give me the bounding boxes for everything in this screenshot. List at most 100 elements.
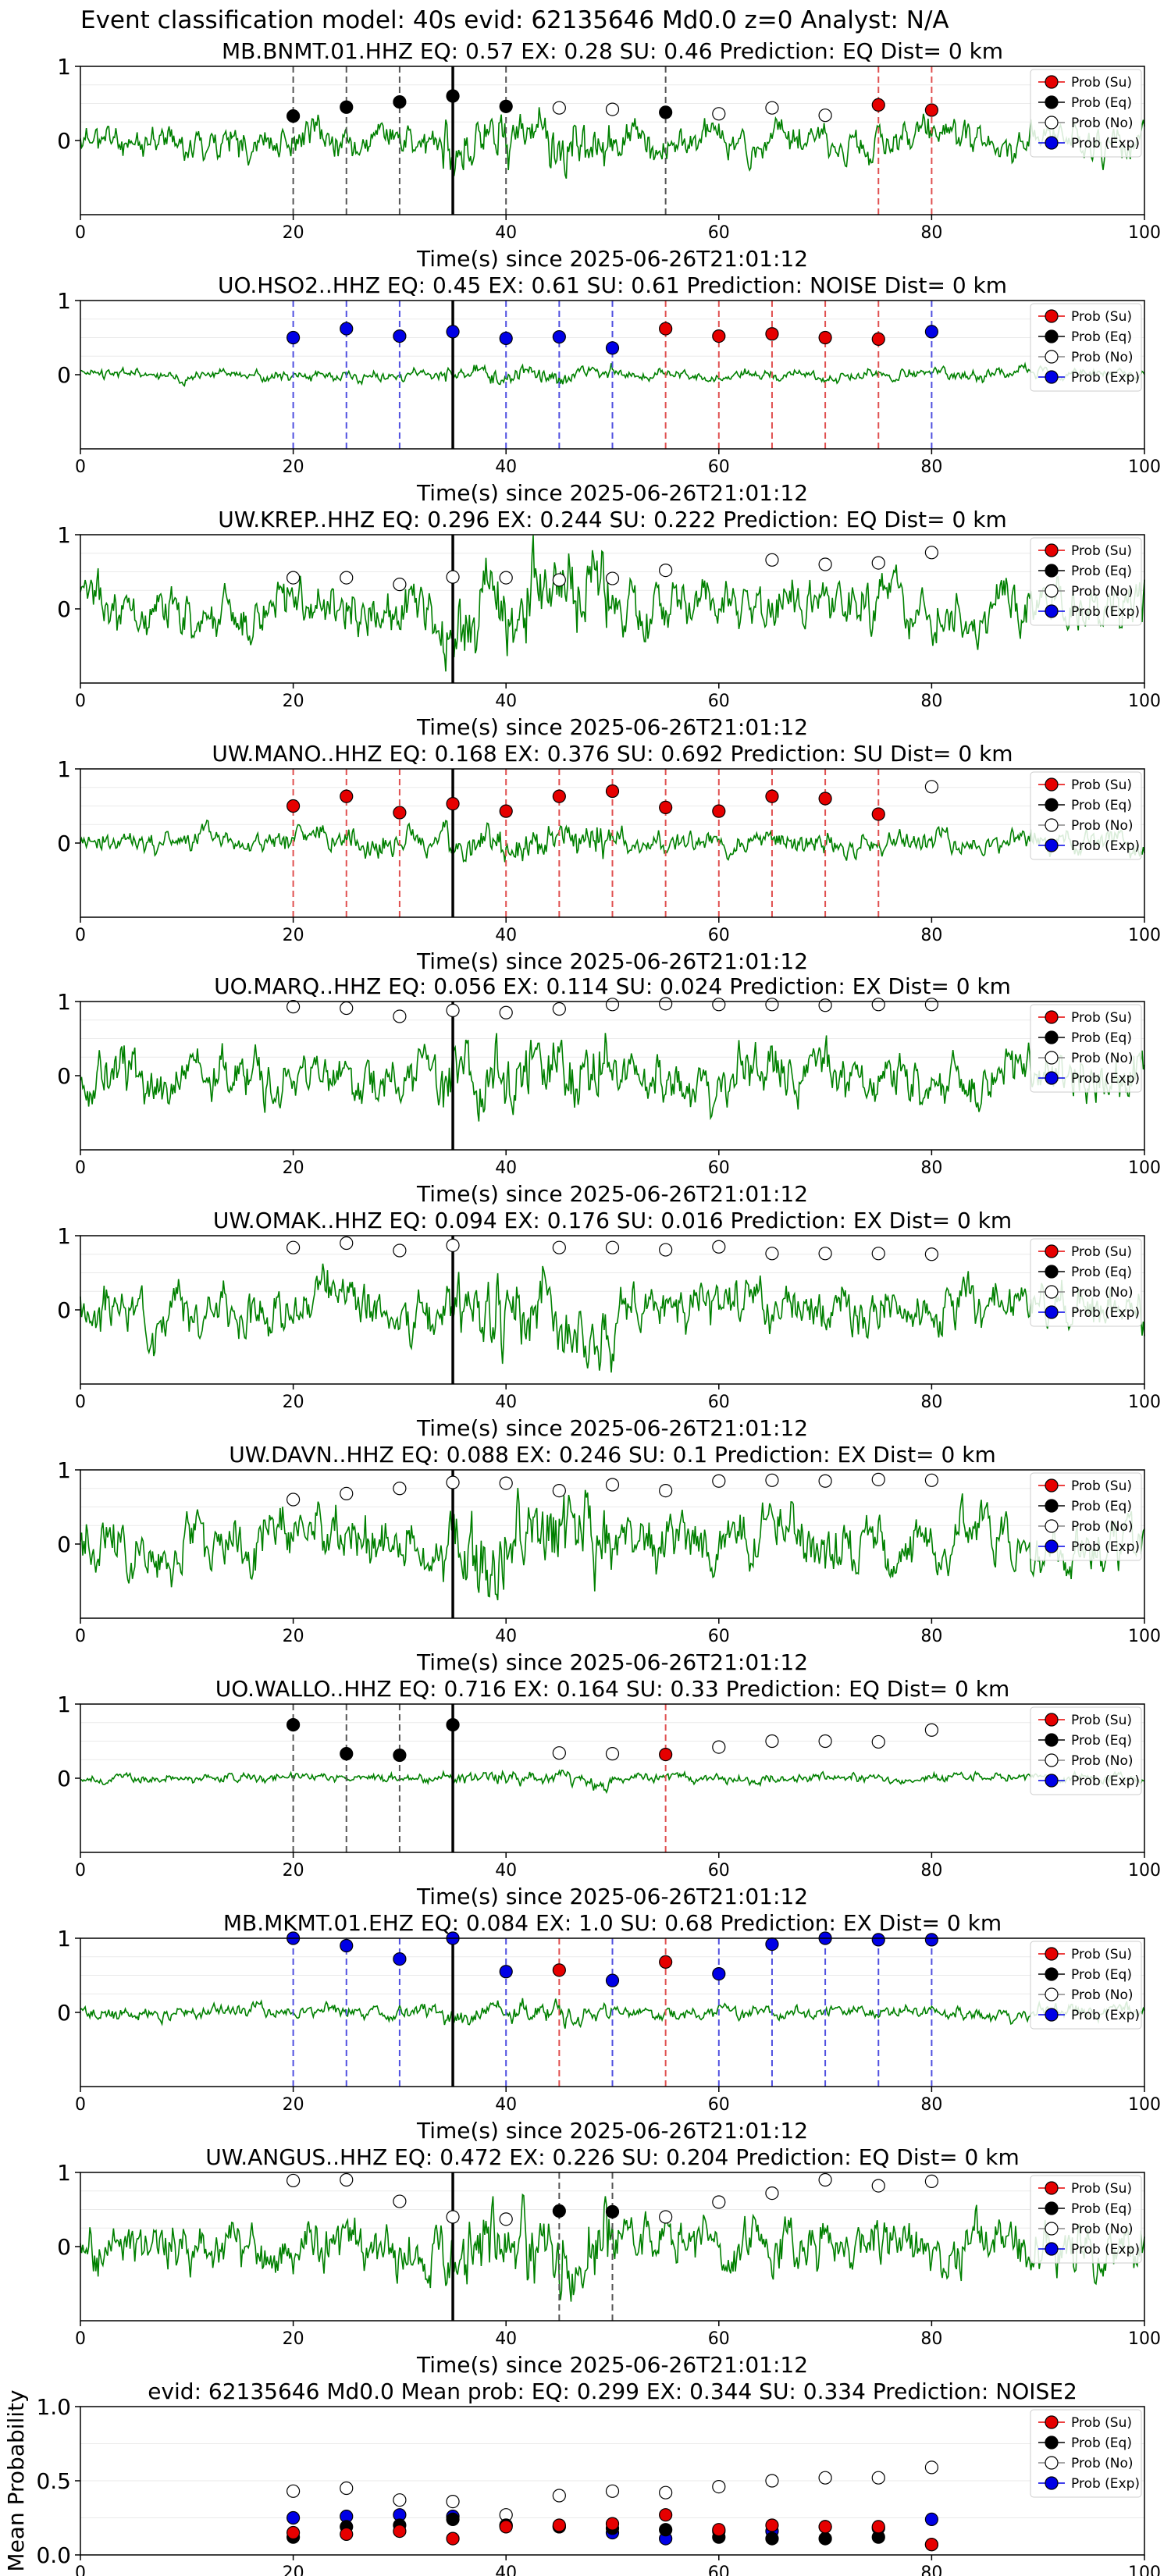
y-tick-label: 1 <box>57 1692 71 1717</box>
x-tick-label: 0 <box>75 926 86 945</box>
mean-prob-marker <box>446 2512 460 2526</box>
probability-marker <box>605 1478 620 1492</box>
probability-marker <box>871 1933 885 1947</box>
mean-prob-marker <box>765 2518 779 2532</box>
waveform-trace <box>80 107 1145 179</box>
legend-marker <box>1045 798 1059 812</box>
x-axis-label: Time(s) since 2025-06-26T21:01:12 <box>416 948 808 974</box>
probability-marker <box>765 1247 779 1261</box>
legend-box <box>1030 2409 1142 2498</box>
legend-label: Prob (No) <box>1071 1987 1134 2003</box>
x-tick-label: 80 <box>920 2329 942 2349</box>
x-axis-label: Time(s) since 2025-06-26T21:01:12 <box>416 2352 808 2378</box>
legend-label: Prob (No) <box>1071 2456 1134 2471</box>
probability-marker <box>499 2212 513 2226</box>
subplot-7: UW.DAVN..HHZ EQ: 0.088 EX: 0.246 SU: 0.1… <box>57 1442 1161 1675</box>
mean-prob-marker <box>924 2538 939 2552</box>
y-tick-label: 1 <box>57 522 71 548</box>
x-tick-label: 0 <box>75 1861 86 1880</box>
mean-prob-marker <box>340 2527 354 2541</box>
x-tick-label: 80 <box>920 692 942 711</box>
probability-marker <box>765 1473 779 1487</box>
probability-marker <box>924 103 939 117</box>
legend-label: Prob (No) <box>1071 584 1134 600</box>
probability-marker <box>871 98 885 112</box>
probability-marker <box>393 1482 407 1496</box>
probability-marker <box>765 101 779 115</box>
x-tick-label: 100 <box>1128 2564 1161 2576</box>
y-tick-label: 1 <box>57 756 71 782</box>
mean-prob-marker <box>287 2525 301 2540</box>
y-tick-label: 0 <box>57 362 71 388</box>
axes-frame <box>80 1469 1145 1619</box>
legend: Prob (Su) Prob (Eq) Prob (No) Prob (Exp) <box>1030 303 1142 392</box>
x-tick-label: 40 <box>495 926 517 945</box>
mean-prob-marker <box>765 2474 779 2488</box>
legend-marker <box>1045 370 1059 384</box>
probability-marker <box>765 553 779 567</box>
probability-marker <box>818 1474 832 1488</box>
subplot-11: evid: 62135646 Md0.0 Mean prob: EQ: 0.29… <box>3 2379 1161 2576</box>
legend-marker <box>1045 1305 1059 1319</box>
legend-marker <box>1045 543 1059 557</box>
x-axis-label: Time(s) since 2025-06-26T21:01:12 <box>416 480 808 506</box>
probability-marker <box>446 2210 460 2224</box>
x-axis-label: Time(s) since 2025-06-26T21:01:12 <box>416 246 808 272</box>
legend-label: Prob (Exp) <box>1071 370 1140 386</box>
probability-marker <box>446 89 460 103</box>
legend-label: Prob (No) <box>1071 1051 1134 1066</box>
x-tick-label: 20 <box>283 1627 304 1646</box>
x-tick-label: 100 <box>1128 2329 1161 2349</box>
y-tick-label: 0 <box>57 831 71 856</box>
probability-marker <box>552 1240 566 1254</box>
probability-marker <box>446 1718 460 1732</box>
legend-label: Prob (No) <box>1071 116 1134 131</box>
probability-marker <box>287 330 301 345</box>
x-tick-label: 60 <box>708 926 730 945</box>
probability-marker <box>712 329 726 343</box>
x-tick-label: 60 <box>708 1393 730 1412</box>
x-tick-label: 40 <box>495 2329 517 2349</box>
probability-marker <box>765 1937 779 1952</box>
legend: Prob (Su) Prob (Eq) Prob (No) Prob (Exp) <box>1030 69 1142 158</box>
subplot-title: UO.HSO2..HHZ EQ: 0.45 EX: 0.61 SU: 0.61 … <box>218 272 1007 298</box>
probability-marker <box>446 570 460 584</box>
probability-marker <box>818 330 832 345</box>
mean-prob-marker <box>605 2517 620 2531</box>
legend-marker <box>1045 1265 1059 1279</box>
legend: Prob (Su) Prob (Eq) Prob (No) Prob (Exp) <box>1030 1941 1142 2030</box>
x-tick-label: 40 <box>495 1627 517 1646</box>
probability-marker <box>924 780 939 794</box>
mean-prob-marker <box>818 2532 832 2546</box>
probability-marker <box>712 998 726 1012</box>
y-axis-label: Mean Probability <box>3 2389 29 2571</box>
probability-marker <box>499 804 513 818</box>
probability-marker <box>659 1243 673 1257</box>
probability-marker <box>818 792 832 806</box>
legend-label: Prob (Eq) <box>1071 2201 1132 2217</box>
x-tick-label: 40 <box>495 1158 517 1178</box>
probability-marker <box>605 571 620 585</box>
probability-marker <box>605 1747 620 1761</box>
probability-marker <box>287 109 301 123</box>
y-tick-label: 0.5 <box>36 2468 71 2494</box>
probability-marker <box>765 998 779 1012</box>
probability-marker <box>712 1740 726 1754</box>
x-tick-label: 20 <box>283 2329 304 2349</box>
legend-marker <box>1045 1987 1059 2001</box>
x-axis-label: Time(s) since 2025-06-26T21:01:12 <box>416 1181 808 1207</box>
legend-marker <box>1045 1519 1059 1533</box>
axes-frame <box>80 534 1145 684</box>
probability-marker <box>287 799 301 813</box>
legend-label: Prob (Exp) <box>1071 2476 1140 2492</box>
legend-marker <box>1045 116 1059 130</box>
x-tick-label: 0 <box>75 2564 86 2576</box>
legend-label: Prob (Exp) <box>1071 136 1140 151</box>
x-tick-label: 100 <box>1128 926 1161 945</box>
probability-marker <box>871 2179 885 2193</box>
probability-marker <box>552 1963 566 1977</box>
probability-marker <box>552 573 566 587</box>
subplot-title: MB.MKMT.01.EHZ EQ: 0.084 EX: 1.0 SU: 0.6… <box>223 1910 1002 1936</box>
x-tick-label: 0 <box>75 1393 86 1412</box>
